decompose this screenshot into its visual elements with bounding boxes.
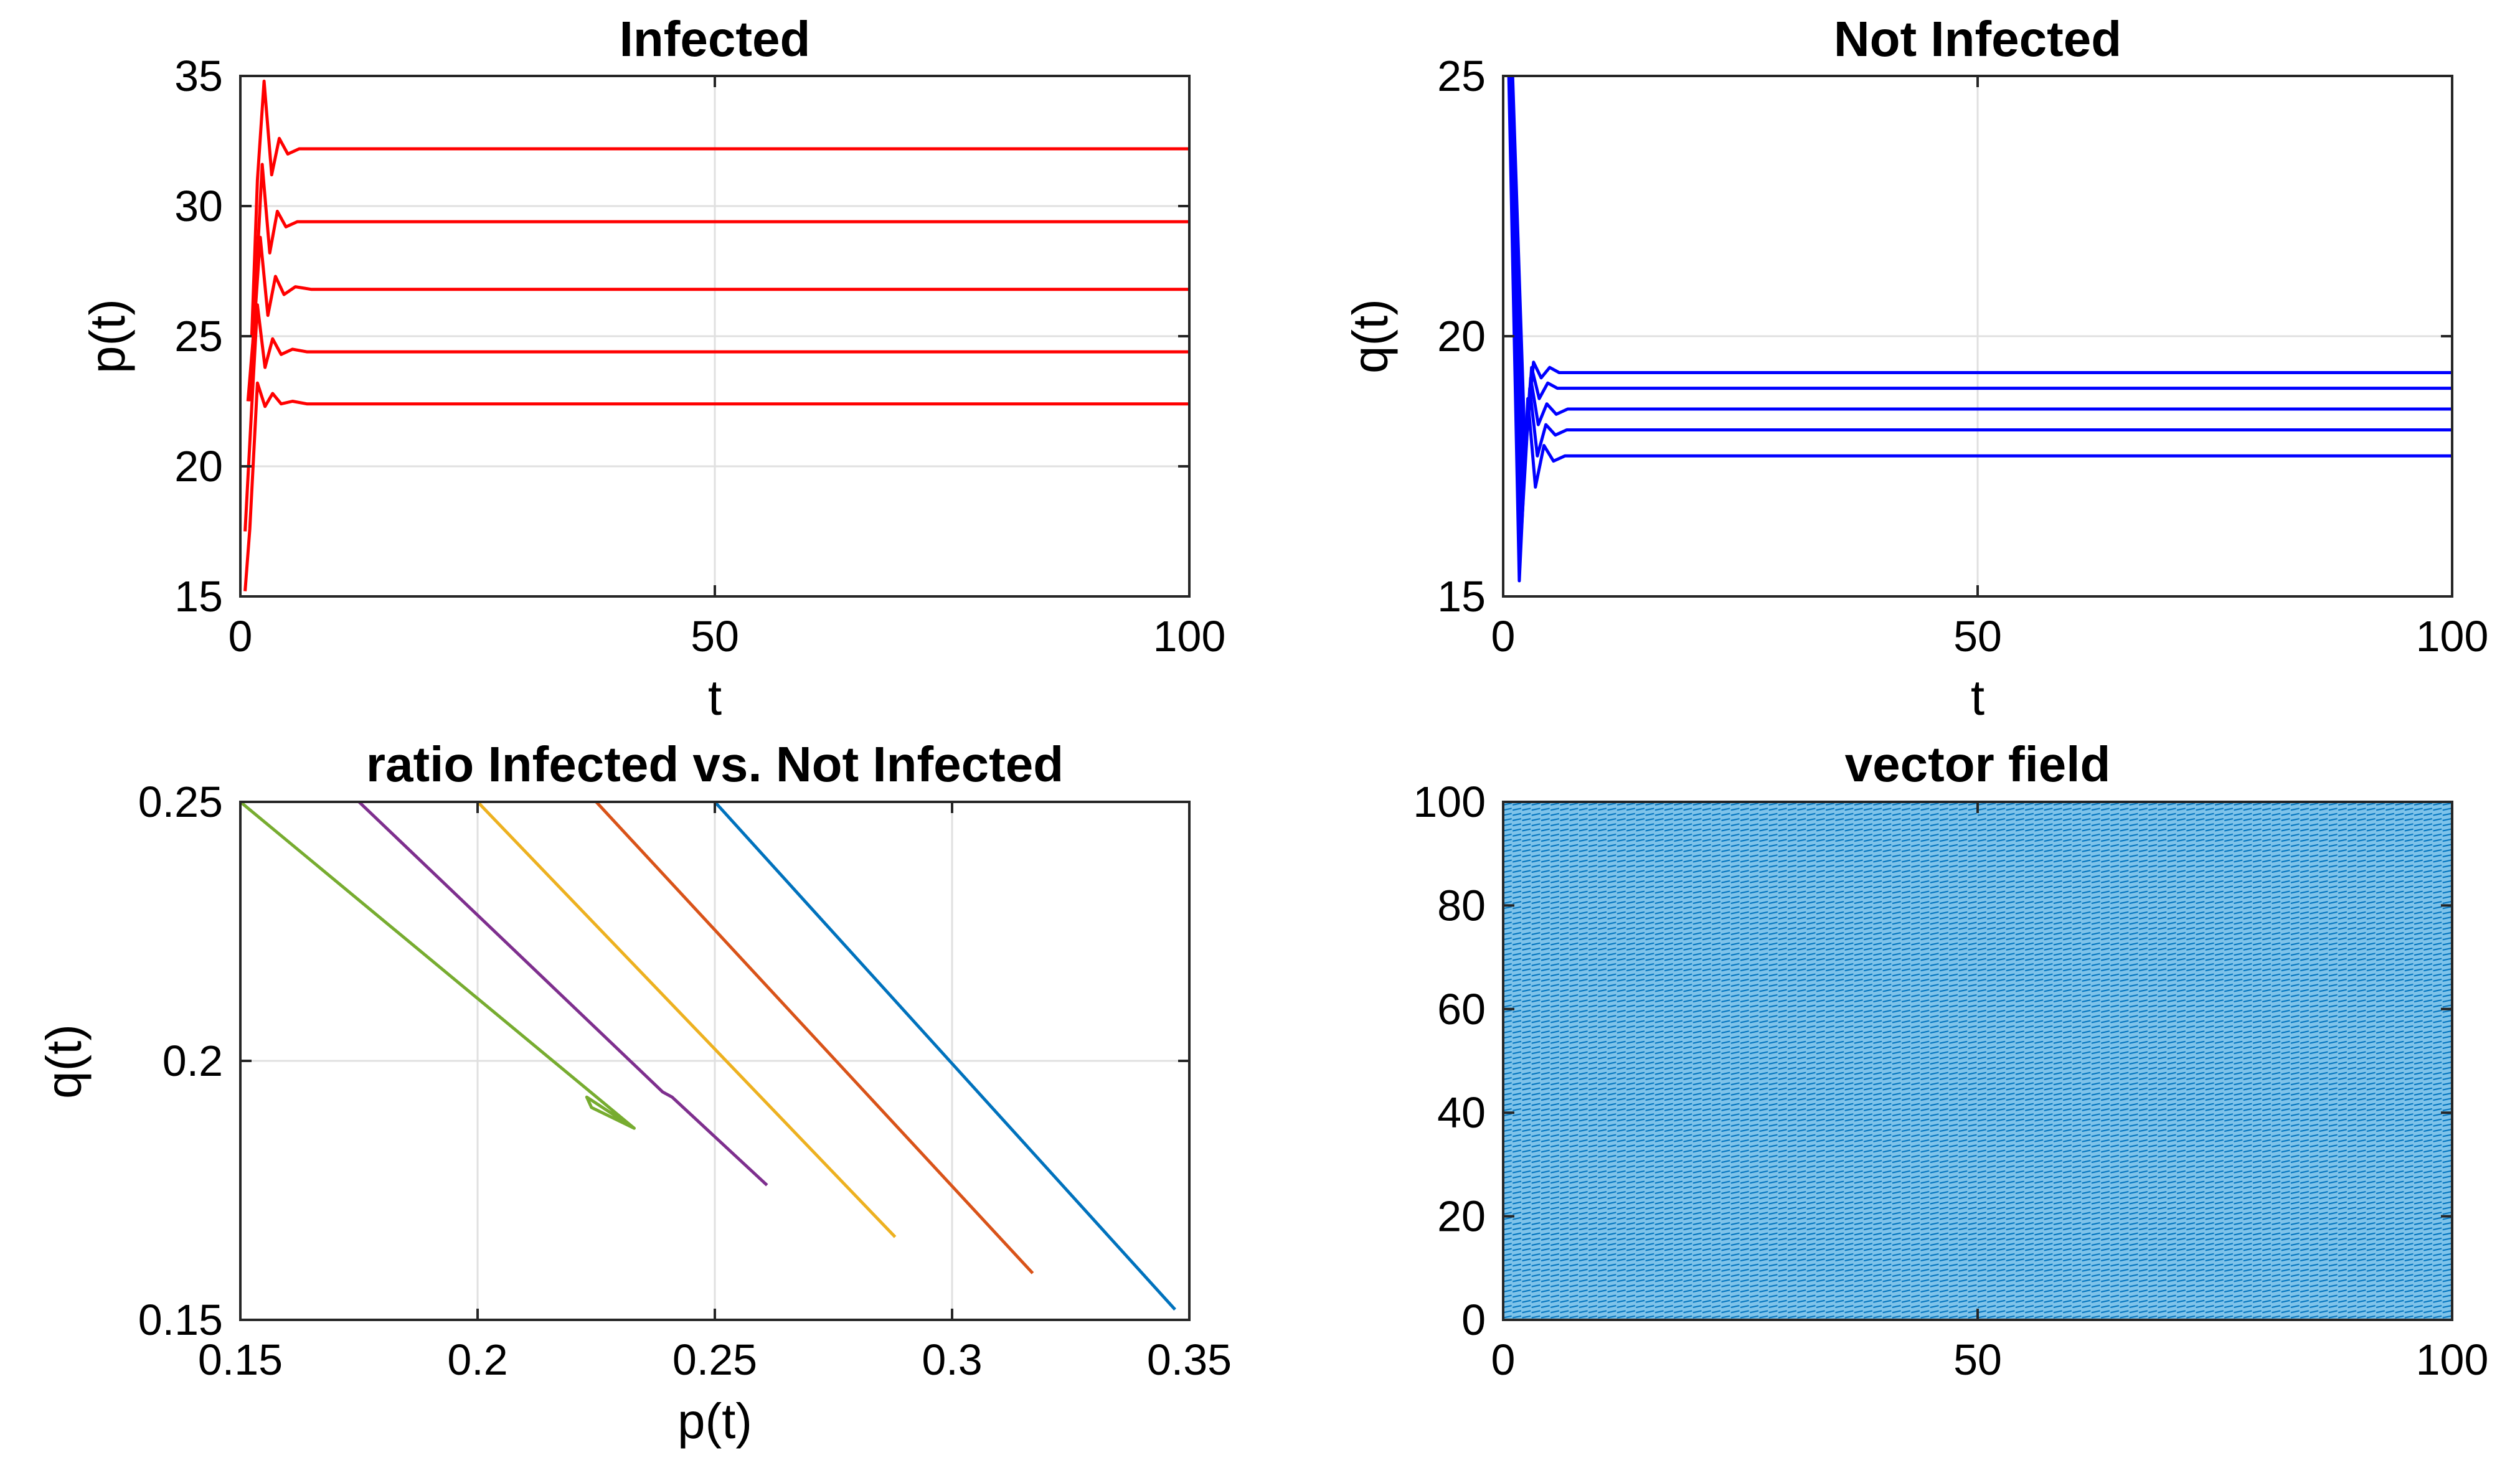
- series-line-3: [476, 802, 897, 1238]
- x-tick-label: 100: [2416, 1335, 2489, 1384]
- chart-title: vector field: [1845, 737, 2111, 792]
- data-layer: [243, 79, 1189, 591]
- series-line-1: [714, 802, 1176, 1311]
- not-infected-chart: 0 50 100 15 20 25 Not Infected t q(t): [1343, 11, 2488, 725]
- x-tick-label: 100: [2416, 612, 2489, 661]
- data-layer: [1507, 76, 2452, 583]
- series-line-5: [1511, 76, 2452, 453]
- y-tick-label: 15: [1437, 572, 1486, 621]
- y-tick-label: 20: [174, 442, 223, 491]
- y-tick-label: 35: [174, 52, 223, 100]
- x-tick-label: 0.15: [198, 1335, 283, 1384]
- x-axis-label: t: [708, 670, 722, 725]
- x-tick-label: 50: [1953, 1335, 2002, 1384]
- y-tick-label: 40: [1437, 1088, 1486, 1137]
- vector-field: [1503, 802, 2452, 1320]
- x-tick-label: 0.3: [922, 1335, 982, 1384]
- series-line-2: [243, 303, 1189, 532]
- ratio-chart: 0.15 0.2 0.25 0.3 0.35 0.15 0.2 0.25 ratio Infec…: [36, 737, 1232, 1449]
- x-tick-label: 0.35: [1147, 1335, 1232, 1384]
- y-tick-label: 80: [1437, 881, 1486, 930]
- y-tick-label: 100: [1413, 778, 1486, 826]
- x-tick-label: 100: [1153, 612, 1226, 661]
- y-tick-label: 60: [1437, 985, 1486, 1033]
- y-tick-label: 20: [1437, 1192, 1486, 1241]
- series-line-4: [357, 802, 768, 1187]
- chart-title: Infected: [620, 11, 811, 67]
- y-tick-label: 20: [1437, 312, 1486, 360]
- x-axis-label: p(t): [677, 1393, 752, 1449]
- y-tick-label: 25: [1437, 52, 1486, 100]
- data-layer: [240, 802, 1176, 1311]
- x-tick-label: 0: [1491, 1335, 1516, 1384]
- series-line-5: [250, 79, 1189, 337]
- y-tick-label: 0.2: [163, 1037, 223, 1085]
- infected-chart: 0 50 100 15 20 25 30 35 Infected t p(t): [80, 11, 1225, 725]
- x-tick-label: 0.2: [447, 1335, 507, 1384]
- series-line-5: [240, 802, 636, 1130]
- y-axis-label: q(t): [36, 1024, 92, 1099]
- x-tick-label: 0.25: [672, 1335, 757, 1384]
- x-tick-label: 0: [1491, 612, 1516, 661]
- chart-title: Not Infected: [1834, 11, 2121, 67]
- y-tick-label: 30: [174, 182, 223, 230]
- y-tick-label: 15: [174, 572, 223, 621]
- series-line-2: [595, 802, 1034, 1274]
- y-axis-label: p(t): [80, 299, 135, 374]
- series-line-4: [248, 162, 1189, 402]
- x-tick-label: 50: [1953, 612, 2002, 661]
- y-tick-label: 0.25: [138, 778, 223, 826]
- y-tick-label: 0.15: [138, 1296, 223, 1344]
- series-line-1: [243, 381, 1189, 591]
- y-axis-label: q(t): [1343, 299, 1398, 374]
- y-tick-label: 25: [174, 312, 223, 360]
- x-tick-label: 50: [691, 612, 739, 661]
- x-axis-label: t: [1971, 670, 1984, 725]
- vector-field-chart: 0 50 100 0 20 40 60 80 100 vector field: [1413, 737, 2488, 1384]
- x-tick-label: 0: [229, 612, 253, 661]
- chart-title: ratio Infected vs. Not Infected: [366, 737, 1064, 792]
- y-tick-label: 0: [1461, 1296, 1486, 1344]
- data-layer: [1503, 802, 2452, 1320]
